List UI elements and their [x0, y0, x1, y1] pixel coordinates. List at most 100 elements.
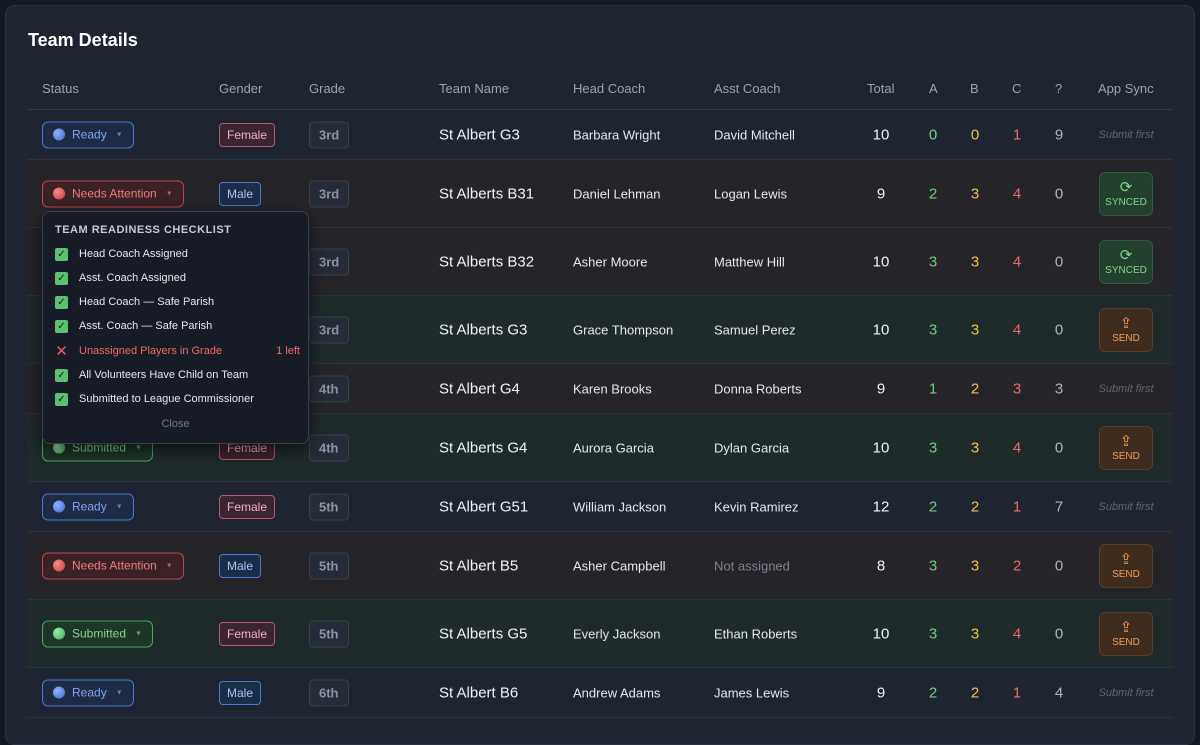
synced-button[interactable]: ⟳ SYNCED [1099, 239, 1153, 284]
check-icon: ✓ [55, 392, 68, 406]
grade-badge: 6th [309, 679, 349, 706]
total-count: 10 [872, 126, 890, 143]
close-button[interactable]: Close [161, 418, 190, 430]
team-name: St Alberts G4 [439, 439, 528, 456]
caret-down-icon: ▼ [115, 131, 123, 138]
team-name: St Albert G3 [439, 126, 520, 143]
head-coach: William Jackson [573, 499, 667, 514]
asst-coach: James Lewis [714, 685, 790, 700]
asst-coach: Not assigned [714, 558, 790, 573]
count-unknown: 0 [1054, 625, 1064, 642]
column-header-grade[interactable]: Grade [309, 81, 346, 96]
status-label: Submitted [72, 626, 127, 641]
count-unknown: 0 [1054, 185, 1064, 202]
team-readiness-checklist-popover: TEAM READINESS CHECKLIST ✓ Head Coach As… [42, 211, 309, 444]
column-header-app-sync[interactable]: App Sync [1098, 81, 1154, 96]
total-count: 9 [876, 185, 886, 202]
refresh-icon: ⟳ [1119, 178, 1133, 196]
team-name: St Albert B5 [439, 557, 519, 574]
count-a: 3 [928, 321, 938, 338]
column-header-head-coach[interactable]: Head Coach [573, 81, 646, 96]
count-b: 0 [970, 126, 980, 143]
team-name: St Alberts B31 [439, 185, 535, 202]
total-count: 10 [872, 439, 890, 456]
count-a: 1 [928, 380, 938, 397]
send-button[interactable]: ⇪ SEND [1099, 307, 1153, 352]
send-button[interactable]: ⇪ SEND [1099, 543, 1153, 588]
send-button[interactable]: ⇪ SEND [1099, 611, 1153, 656]
submit-first-note: Submit first [1098, 382, 1154, 395]
count-b: 2 [970, 684, 980, 701]
column-header-team-name[interactable]: Team Name [439, 81, 510, 96]
checklist-item-label: Head Coach Assigned [79, 248, 188, 260]
send-label: SEND [1112, 568, 1140, 580]
total-count: 9 [876, 380, 886, 397]
count-a: 2 [928, 498, 938, 515]
asst-coach: Ethan Roberts [714, 626, 798, 641]
head-coach: Everly Jackson [573, 626, 661, 641]
column-header-c[interactable]: C [1012, 81, 1022, 96]
count-c: 3 [1012, 380, 1022, 397]
gender-badge: Female [219, 494, 276, 519]
status-label: Ready [72, 127, 107, 142]
status-label: Submitted [72, 440, 127, 455]
checklist-item-label: Unassigned Players in Grade [79, 345, 223, 357]
status-dropdown[interactable]: Submitted ▼ [42, 620, 153, 647]
send-button[interactable]: ⇪ SEND [1099, 425, 1153, 470]
count-b: 3 [970, 185, 980, 202]
status-dropdown[interactable]: Ready ▼ [42, 121, 134, 148]
asst-coach: Logan Lewis [714, 186, 787, 201]
head-coach: Daniel Lehman [573, 186, 661, 201]
upload-icon: ⇪ [1119, 314, 1133, 332]
count-unknown: 0 [1054, 321, 1064, 338]
table-row: Needs Attention ▼ Male 5th St Albert B5 … [27, 532, 1173, 600]
check-icon: ✓ [55, 271, 68, 285]
caret-down-icon: ▼ [135, 630, 142, 637]
column-header-a[interactable]: A [929, 81, 938, 96]
column-header-total[interactable]: Total [867, 81, 895, 96]
status-label: Ready [72, 499, 107, 514]
count-b: 2 [970, 498, 980, 515]
column-header-unknown[interactable]: ? [1055, 81, 1063, 96]
column-header-status[interactable]: Status [42, 81, 79, 96]
count-a: 3 [928, 253, 938, 270]
status-dot-icon [53, 686, 65, 699]
column-header-gender[interactable]: Gender [219, 81, 263, 96]
count-a: 3 [928, 557, 938, 574]
gender-badge: Male [219, 181, 262, 206]
status-dropdown[interactable]: Ready ▼ [42, 493, 134, 520]
grade-badge: 3rd [309, 316, 350, 343]
team-name: St Albert G51 [439, 498, 529, 515]
checklist-item-label: Asst. Coach — Safe Parish [79, 320, 213, 332]
synced-button[interactable]: ⟳ SYNCED [1099, 171, 1153, 216]
checklist-item: ✓ Asst. Coach Assigned [55, 269, 300, 287]
send-label: SEND [1112, 636, 1140, 648]
gender-badge: Female [219, 621, 276, 646]
grade-badge: 4th [309, 434, 349, 461]
count-c: 4 [1012, 185, 1022, 202]
checklist-item-label: Asst. Coach Assigned [79, 272, 187, 284]
table-row: Ready ▼ Female 5th St Albert G51 William… [27, 482, 1173, 532]
column-header-asst-coach[interactable]: Asst Coach [714, 81, 781, 96]
checklist-item: ✕ Unassigned Players in Grade 1 left [55, 342, 300, 360]
submit-first-note: Submit first [1098, 500, 1154, 513]
checklist-item: ✓ Head Coach — Safe Parish [55, 293, 300, 311]
count-a: 2 [928, 185, 938, 202]
checklist-item-label: Submitted to League Commissioner [79, 393, 254, 405]
total-count: 10 [872, 625, 890, 642]
status-dropdown[interactable]: Ready ▼ [42, 679, 134, 706]
checklist-item: ✓ Head Coach Assigned [55, 245, 300, 263]
status-dropdown[interactable]: Needs Attention ▼ [42, 552, 184, 579]
check-icon: ✓ [55, 247, 68, 261]
upload-icon: ⇪ [1119, 618, 1133, 636]
count-b: 3 [970, 439, 980, 456]
gender-badge: Male [219, 680, 262, 705]
column-header-b[interactable]: B [970, 81, 979, 96]
status-dropdown[interactable]: Needs Attention ▼ [42, 180, 184, 207]
grade-badge: 5th [309, 620, 349, 647]
refresh-icon: ⟳ [1119, 246, 1133, 264]
submit-first-note: Submit first [1098, 128, 1154, 141]
count-b: 3 [970, 625, 980, 642]
table-row: Ready ▼ Male 6th St Albert B6 Andrew Ada… [27, 668, 1173, 718]
check-icon: ✓ [55, 368, 68, 382]
